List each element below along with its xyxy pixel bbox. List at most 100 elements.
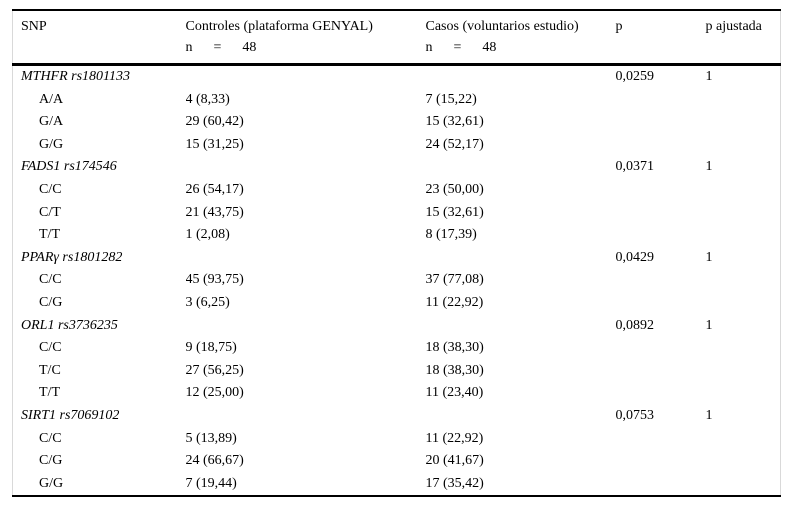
p-value-cell: 0,0371: [615, 159, 655, 175]
cases-value-cell: 11 (22,92): [425, 294, 484, 310]
cases-value-cell: [426, 65, 616, 89]
controls-value-cell: 1 (2,08): [185, 227, 230, 243]
cases-value-cell: 18 (38,30): [425, 340, 484, 356]
p-adjusted-cell: [706, 179, 781, 202]
genotype-cell: C/C: [39, 340, 62, 356]
snp-genotype-table: SNP Controles (plataforma GENYAL) n = 48…: [12, 9, 781, 498]
header-controls-title: Controles (plataforma GENYAL): [185, 19, 373, 34]
p-adjusted-cell: 1: [705, 69, 713, 84]
cases-value-cell: 11 (23,40): [425, 385, 484, 401]
p-adjusted-cell: 1: [705, 317, 713, 333]
p-value-cell: 0,0429: [615, 249, 655, 265]
genotype-row: T/C 27 (56,25) 18 (38,30): [13, 360, 781, 383]
gene-name-cell: ORL1 rs3736235: [21, 317, 118, 333]
p-adjusted-cell: [706, 111, 781, 134]
controls-value-cell: 24 (66,67): [185, 453, 244, 469]
cases-value-cell: 20 (41,67): [425, 453, 484, 469]
table-header: SNP Controles (plataforma GENYAL) n = 48…: [12, 10, 781, 66]
controls-value-cell: 15 (31,25): [185, 136, 244, 152]
p-value-cell: 0,0259: [615, 69, 655, 84]
p-value-cell: [616, 292, 706, 315]
p-value-cell: [616, 269, 706, 292]
p-value-cell: 0,0753: [615, 407, 655, 423]
genotype-row: C/G 24 (66,67) 20 (41,67): [13, 450, 781, 473]
p-value-cell: [616, 450, 706, 473]
p-value-cell: 0,0892: [615, 317, 655, 333]
controls-value-cell: 7 (19,44): [185, 475, 237, 491]
controls-value-cell: 12 (25,00): [185, 385, 244, 401]
controls-value-cell: [186, 315, 426, 338]
p-value-cell: [616, 134, 706, 157]
p-adjusted-cell: [706, 269, 781, 292]
p-adjusted-cell: [706, 89, 781, 112]
controls-value-cell: [186, 247, 426, 270]
genotype-cell: G/A: [39, 114, 64, 130]
gene-row: SIRT1 rs7069102 0,0753 1: [13, 405, 781, 428]
genotype-row: G/A 29 (60,42) 15 (32,61): [13, 111, 781, 134]
p-adjusted-cell: 1: [705, 407, 713, 423]
controls-value-cell: 27 (56,25): [185, 362, 244, 378]
genotype-row: T/T 1 (2,08) 8 (17,39): [13, 224, 781, 247]
p-value-cell: [616, 224, 706, 247]
controls-value-cell: 45 (93,75): [185, 272, 244, 288]
header-cases-title: Casos (voluntarios estudio): [425, 19, 579, 34]
p-adjusted-cell: [706, 134, 781, 157]
p-value-cell: [616, 111, 706, 134]
p-adjusted-cell: [706, 428, 781, 451]
gene-row: FADS1 rs174546 0,0371 1: [13, 156, 781, 179]
genotype-row: T/T 12 (25,00) 11 (23,40): [13, 382, 781, 405]
controls-value-cell: 4 (8,33): [185, 91, 230, 107]
cases-value-cell: 23 (50,00): [425, 181, 484, 197]
genotype-cell: T/T: [39, 385, 60, 401]
cases-value-cell: [426, 247, 616, 270]
genotype-cell: T/C: [39, 362, 61, 378]
controls-value-cell: 9 (18,75): [185, 340, 237, 356]
genotype-row: C/G 3 (6,25) 11 (22,92): [13, 292, 781, 315]
genotype-cell: C/T: [39, 204, 61, 220]
p-value-cell: [616, 473, 706, 497]
gene-row: ORL1 rs3736235 0,0892 1: [13, 315, 781, 338]
header-snp: SNP: [12, 10, 186, 66]
controls-value-cell: 21 (43,75): [185, 204, 244, 220]
gene-row: MTHFR rs1801133 0,0259 1: [13, 65, 781, 89]
genotype-cell: A/A: [39, 91, 64, 107]
p-adjusted-cell: [706, 360, 781, 383]
p-adjusted-cell: 1: [705, 249, 713, 265]
p-adjusted-cell: 1: [705, 159, 713, 175]
p-value-cell: [616, 382, 706, 405]
cases-value-cell: [426, 156, 616, 179]
p-adjusted-cell: [706, 337, 781, 360]
controls-value-cell: 3 (6,25): [185, 294, 230, 310]
controls-value-cell: [186, 405, 426, 428]
genotype-cell: G/G: [39, 475, 64, 491]
p-adjusted-cell: [706, 292, 781, 315]
p-value-cell: [616, 428, 706, 451]
genotype-row: G/G 7 (19,44) 17 (35,42): [13, 473, 781, 497]
p-adjusted-cell: [706, 473, 781, 497]
genotype-row: C/C 9 (18,75) 18 (38,30): [13, 337, 781, 360]
p-value-cell: [616, 360, 706, 383]
table-body: MTHFR rs1801133 0,0259 1 A/A 4 (8,33) 7 (15,2…: [13, 65, 781, 497]
p-adjusted-cell: [706, 382, 781, 405]
genotype-row: C/T 21 (43,75) 15 (32,61): [13, 202, 781, 225]
genotype-cell: G/G: [39, 136, 64, 152]
p-value-cell: [616, 337, 706, 360]
header-p: p: [615, 10, 706, 66]
cases-value-cell: 7 (15,22): [425, 91, 477, 107]
header-controls: Controles (plataforma GENYAL) n = 48: [185, 10, 426, 66]
header-row: SNP Controles (plataforma GENYAL) n = 48…: [12, 10, 781, 66]
cases-value-cell: 11 (22,92): [425, 430, 484, 446]
cases-value-cell: 15 (32,61): [425, 204, 484, 220]
cases-value-cell: 24 (52,17): [425, 136, 484, 152]
p-value-cell: [616, 179, 706, 202]
genotype-row: C/C 5 (13,89) 11 (22,92): [13, 428, 781, 451]
cases-value-cell: 15 (32,61): [425, 114, 484, 130]
genotype-cell: C/C: [39, 272, 62, 288]
header-cases-n: n = 48: [425, 40, 497, 55]
controls-value-cell: [186, 156, 426, 179]
genotype-row: C/C 45 (93,75) 37 (77,08): [13, 269, 781, 292]
header-controls-n: n = 48: [185, 40, 257, 55]
genotype-row: A/A 4 (8,33) 7 (15,22): [13, 89, 781, 112]
cases-value-cell: 37 (77,08): [425, 272, 484, 288]
